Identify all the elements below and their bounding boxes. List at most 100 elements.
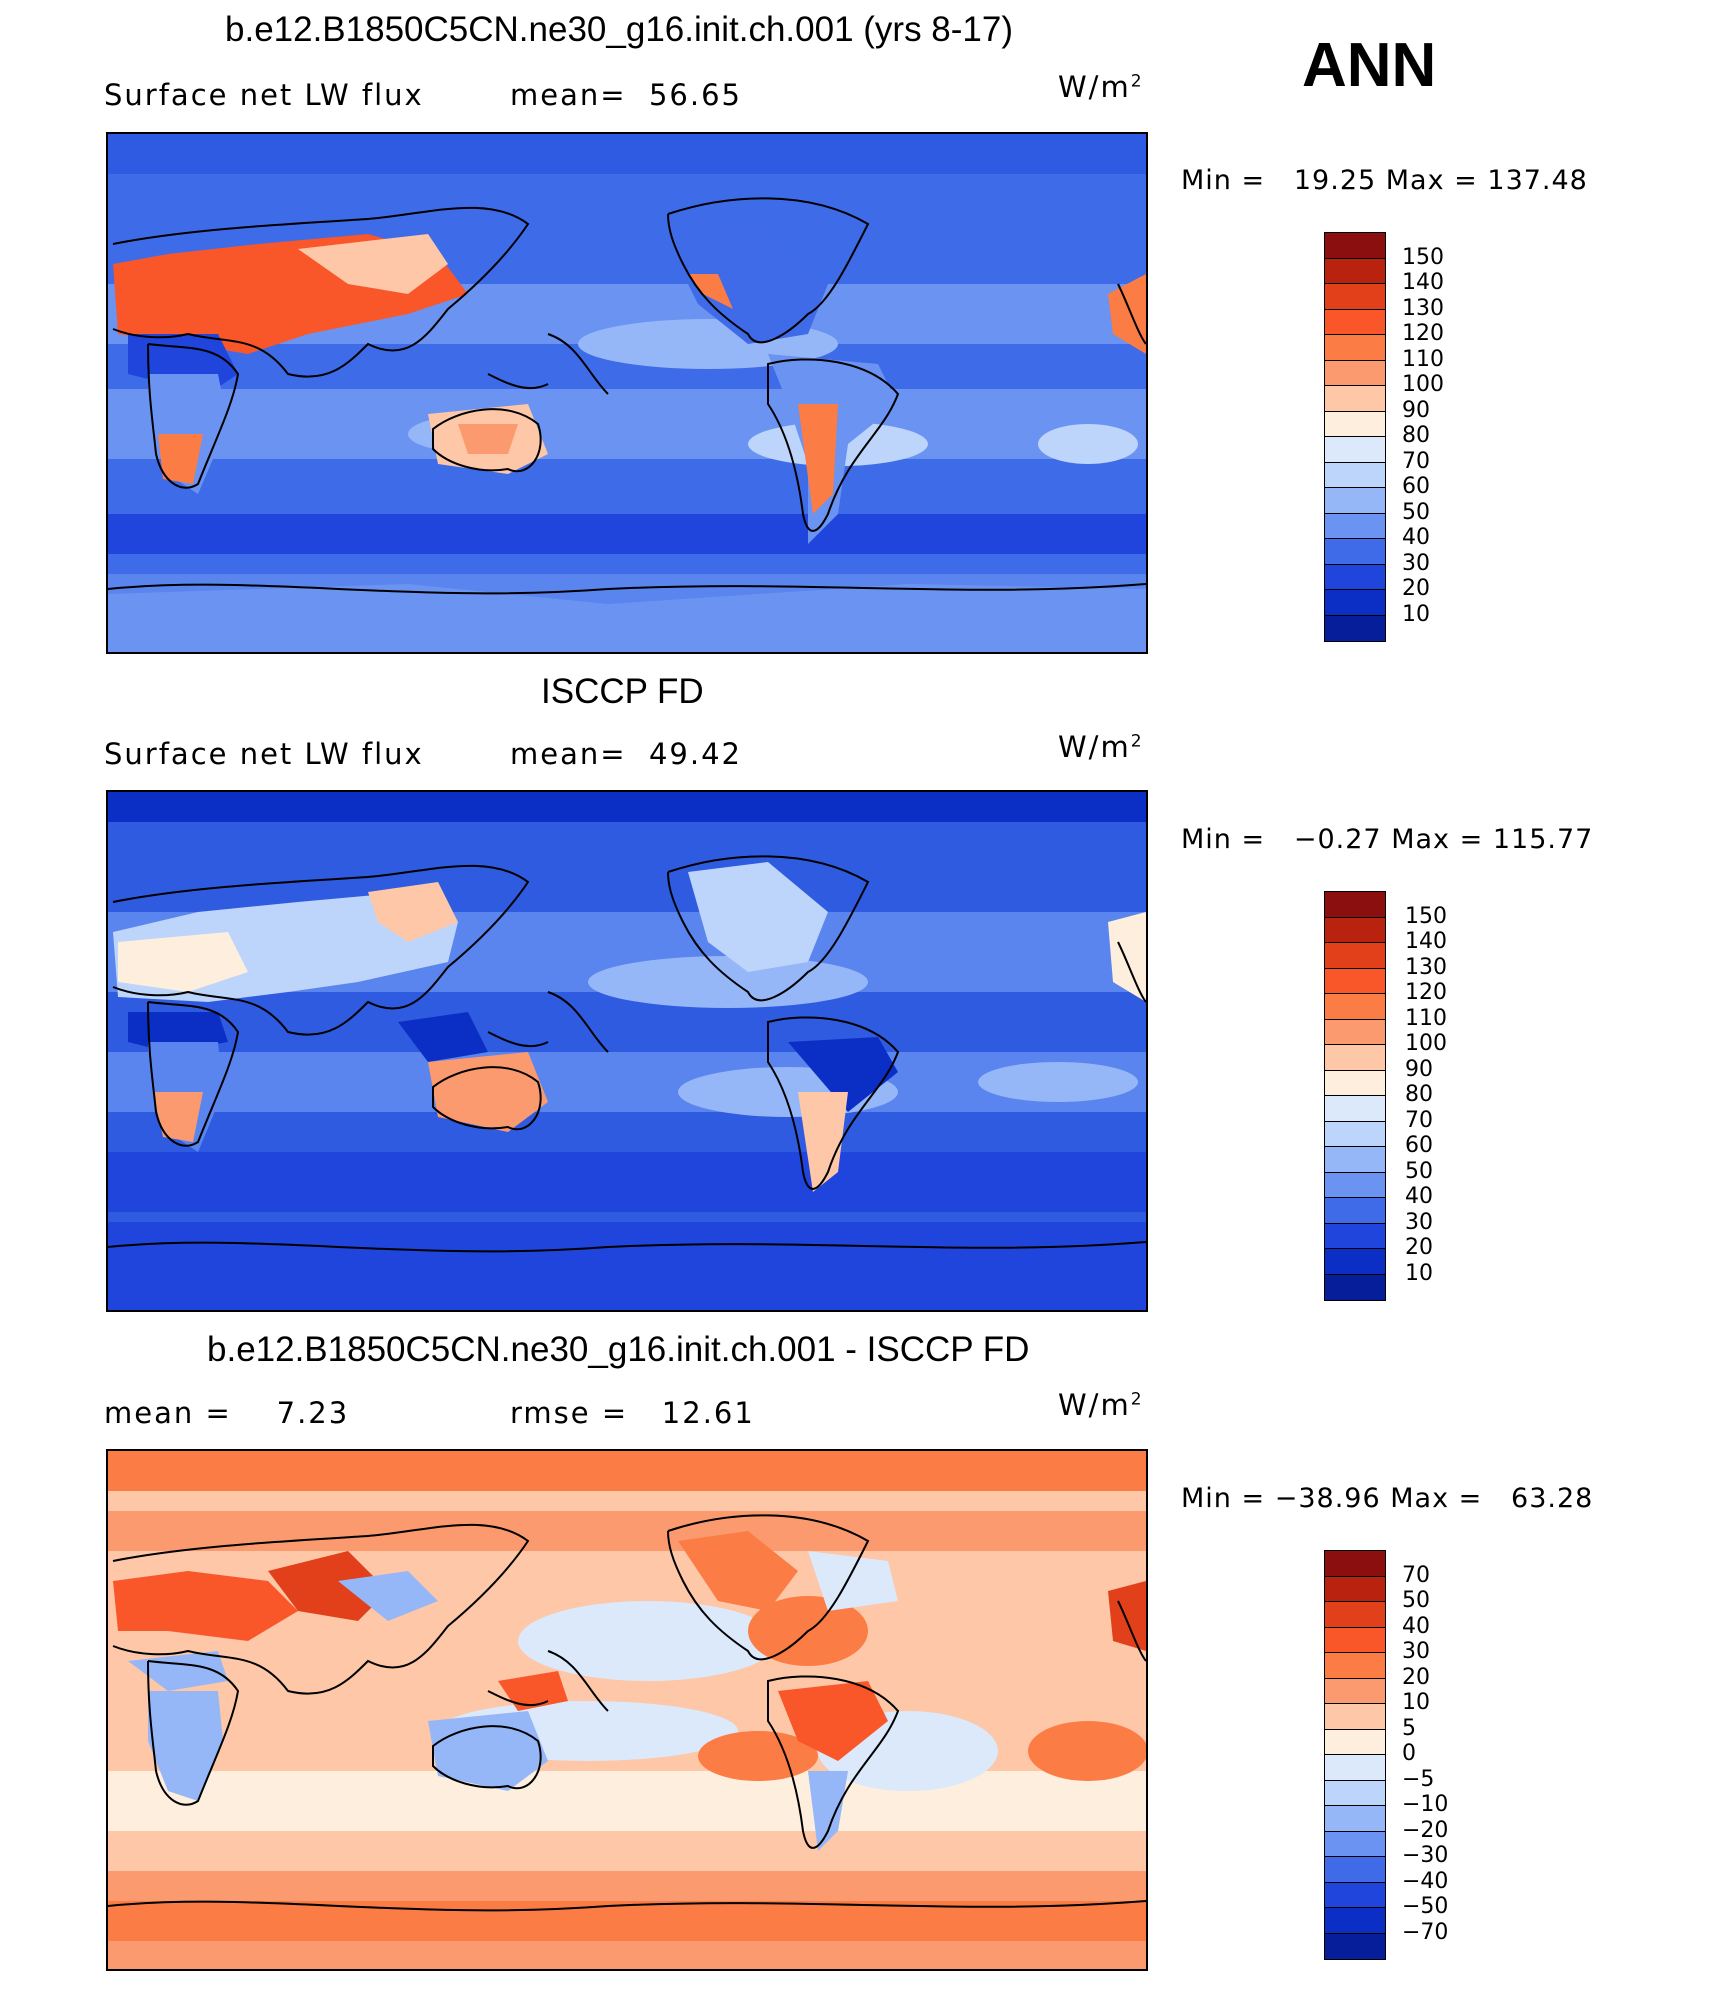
colorbar-box [1325, 1653, 1385, 1679]
colorbar-box [1325, 968, 1385, 994]
panel2-min-value: −0.27 [1293, 824, 1382, 855]
panel2-colorbar [1324, 891, 1386, 1301]
panel3-units: W/m2 [1058, 1388, 1144, 1422]
colorbar-label: 50 [1402, 1588, 1430, 1613]
colorbar-box [1325, 1121, 1385, 1147]
colorbar-box [1325, 1223, 1385, 1249]
colorbar-label: −5 [1402, 1766, 1435, 1792]
colorbar-box [1325, 1249, 1385, 1275]
colorbar-box [1325, 386, 1385, 412]
colorbar-box [1325, 411, 1385, 437]
colorbar-label: −50 [1402, 1894, 1449, 1919]
colorbar-label: 20 [1402, 1664, 1430, 1690]
colorbar-label: 80 [1405, 1082, 1433, 1107]
colorbar-label: 110 [1402, 346, 1444, 372]
colorbar-label: 50 [1405, 1158, 1433, 1184]
colorbar-label: 70 [1405, 1107, 1433, 1133]
panel3-mean-value: 7.23 [276, 1396, 350, 1430]
colorbar-box [1325, 1627, 1385, 1653]
panel1-colorbar [1324, 232, 1386, 642]
colorbar-box [1325, 1933, 1385, 1959]
colorbar-label: 30 [1402, 550, 1430, 576]
panel3-title: b.e12.B1850C5CN.ne30_g16.init.ch.001 - I… [207, 1330, 1030, 1369]
colorbar-label: 40 [1402, 525, 1430, 550]
panel3-min-max: Min = −38.96 Max = 63.28 [1181, 1483, 1594, 1514]
colorbar-box [1325, 233, 1385, 259]
colorbar-label: 80 [1402, 423, 1430, 448]
colorbar-box [1325, 1045, 1385, 1071]
colorbar-box [1325, 539, 1385, 565]
colorbar-label: 5 [1402, 1715, 1416, 1741]
colorbar-label: 30 [1405, 1209, 1433, 1235]
colorbar-box [1325, 1678, 1385, 1704]
panel3-min-value: −38.96 [1274, 1483, 1381, 1514]
colorbar-label: −30 [1402, 1843, 1449, 1868]
panel3-colorbar [1324, 1550, 1386, 1960]
panel2-max-value: 115.77 [1492, 824, 1594, 855]
colorbar-box [1325, 1172, 1385, 1198]
colorbar-box [1325, 309, 1385, 335]
colorbar-label: 110 [1405, 1005, 1447, 1031]
panel1-min-value: 19.25 [1293, 165, 1377, 196]
colorbar-box [1325, 892, 1385, 918]
panel3-mean-label: mean = 7.23 [104, 1396, 350, 1430]
colorbar-label: 150 [1402, 244, 1444, 270]
colorbar-box [1325, 284, 1385, 310]
colorbar-box [1325, 360, 1385, 386]
colorbar-label: 10 [1402, 1690, 1430, 1715]
colorbar-label: 130 [1405, 954, 1447, 980]
colorbar-label: 40 [1402, 1613, 1430, 1639]
colorbar-box [1325, 1576, 1385, 1602]
colorbar-label: 100 [1405, 1031, 1447, 1056]
panel3-rmse-label: rmse = 12.61 [510, 1396, 755, 1430]
panel1-map [106, 132, 1148, 654]
colorbar-label: 150 [1405, 903, 1447, 929]
panel2-mean-label: mean= 49.42 [510, 737, 743, 771]
colorbar-box [1325, 994, 1385, 1020]
panel2-mean-value: 49.42 [648, 737, 743, 771]
panel1-mean-value: 56.65 [648, 78, 743, 112]
colorbar-label: 90 [1405, 1056, 1433, 1082]
colorbar-box [1325, 1198, 1385, 1224]
colorbar-label: 130 [1402, 295, 1444, 321]
panel3-map [106, 1449, 1148, 1971]
colorbar-box [1325, 1729, 1385, 1755]
colorbar-box [1325, 615, 1385, 641]
colorbar-label: −20 [1402, 1817, 1449, 1843]
colorbar-label: 10 [1405, 1260, 1433, 1286]
colorbar-label: 20 [1405, 1235, 1433, 1260]
season-label: ANN [1302, 31, 1437, 100]
colorbar-box [1325, 258, 1385, 284]
panel1-min-max: Min = 19.25 Max = 137.48 [1181, 165, 1588, 196]
colorbar-box [1325, 590, 1385, 616]
colorbar-label: 30 [1402, 1639, 1430, 1664]
colorbar-label: 40 [1405, 1184, 1433, 1209]
colorbar-box [1325, 1096, 1385, 1122]
panel1-max-value: 137.48 [1487, 165, 1588, 196]
colorbar-label: 140 [1402, 270, 1444, 295]
colorbar-box [1325, 1274, 1385, 1300]
colorbar-box [1325, 488, 1385, 514]
colorbar-box [1325, 462, 1385, 488]
colorbar-box [1325, 1551, 1385, 1577]
panel2-units: W/m2 [1058, 730, 1144, 764]
panel1-variable-label: Surface net LW flux [104, 78, 424, 112]
panel1-title: b.e12.B1850C5CN.ne30_g16.init.ch.001 (yr… [225, 10, 1013, 49]
panel2-title: ISCCP FD [541, 672, 704, 711]
panel2-min-max: Min = −0.27 Max = 115.77 [1181, 824, 1594, 855]
colorbar-label: 60 [1402, 474, 1430, 499]
colorbar-label: −10 [1402, 1792, 1449, 1817]
panel3-max-value: 63.28 [1511, 1483, 1594, 1514]
panel1-units: W/m2 [1058, 70, 1144, 104]
colorbar-box [1325, 1755, 1385, 1781]
colorbar-label: 70 [1402, 1562, 1430, 1588]
colorbar-box [1325, 943, 1385, 969]
colorbar-label: 100 [1402, 372, 1444, 397]
panel2-map [106, 790, 1148, 1312]
colorbar-label: 20 [1402, 576, 1430, 601]
colorbar-box [1325, 1147, 1385, 1173]
colorbar-box [1325, 513, 1385, 539]
colorbar-box [1325, 1780, 1385, 1806]
colorbar-label: 140 [1405, 929, 1447, 954]
colorbar-box [1325, 564, 1385, 590]
